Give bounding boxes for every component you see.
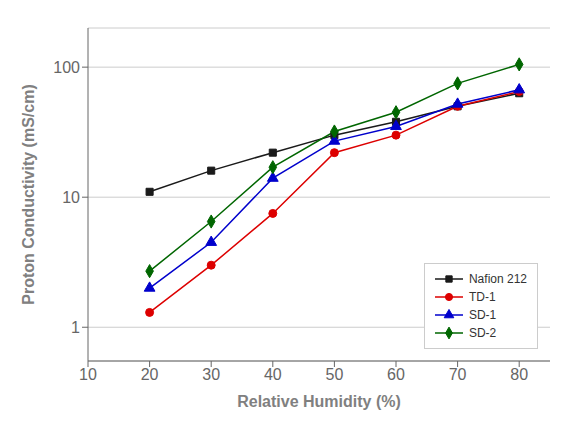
- html-text:Nafion 212: Nafion 212: [469, 272, 527, 286]
- svg-text:20: 20: [141, 366, 159, 383]
- html-text:SD-2: SD-2: [469, 326, 497, 340]
- svg-text:1: 1: [71, 319, 80, 336]
- svg-text:60: 60: [387, 366, 405, 383]
- svg-text:80: 80: [510, 366, 528, 383]
- svg-text:10: 10: [79, 366, 97, 383]
- svg-text:10: 10: [62, 189, 80, 206]
- svg-text:30: 30: [202, 366, 220, 383]
- html-text:TD-1: TD-1: [469, 290, 496, 304]
- svg-text:50: 50: [326, 366, 344, 383]
- svg-text:100: 100: [53, 59, 80, 76]
- svg-text:Proton Conductivity (mS/cm): Proton Conductivity (mS/cm): [20, 84, 37, 304]
- svg-text:Relative Humidity (%): Relative Humidity (%): [237, 393, 401, 410]
- svg-text:70: 70: [449, 366, 467, 383]
- svg-text:40: 40: [264, 366, 282, 383]
- html-text:SD-1: SD-1: [469, 308, 497, 322]
